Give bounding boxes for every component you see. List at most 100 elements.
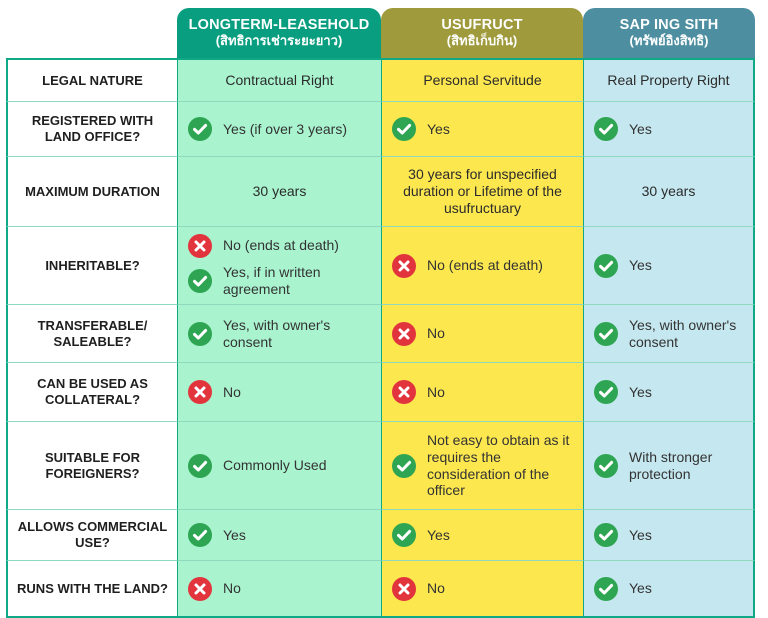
- cell-text: No: [223, 383, 241, 400]
- cell-entry: Not easy to obtain as it requires the co…: [392, 432, 573, 499]
- cell-entry: Yes: [594, 380, 652, 404]
- cell-usufruct: Personal Servitude: [381, 60, 583, 102]
- cell-lease: No (ends at death) Yes, if in written agr…: [177, 227, 381, 305]
- cell-usufruct: No: [381, 561, 583, 616]
- cell-lease: Yes, with owner's consent: [177, 305, 381, 363]
- cell-entry: No: [392, 576, 445, 601]
- header-sap-ing-sith: SAP ING SITH (ทรัพย์อิงสิทธิ): [583, 8, 755, 58]
- cross-icon: [188, 576, 212, 601]
- cell-entry: No: [188, 380, 241, 404]
- cell-text: No (ends at death): [427, 257, 543, 274]
- cell-entry: Yes: [594, 576, 652, 601]
- cell-text: Yes: [223, 526, 246, 543]
- header-usufruct: USUFRUCT (สิทธิเก็บกิน): [381, 8, 583, 58]
- cross-icon: [188, 380, 212, 404]
- cell-usufruct: Yes: [381, 102, 583, 157]
- cell-text: Yes, if in written agreement: [223, 263, 321, 297]
- cell-entry: With stronger protection: [594, 449, 743, 483]
- cell-entry: Yes, with owner's consent: [594, 317, 743, 351]
- cell-usufruct: No (ends at death): [381, 227, 583, 305]
- check-icon: [188, 453, 212, 478]
- cell-entry: Yes, with owner's consent: [188, 317, 371, 351]
- cell-sap: Yes: [583, 102, 755, 157]
- cell-entry: Yes: [392, 523, 450, 547]
- comparison-table: LEGAL NATURE Contractual Right Personal Se…: [6, 58, 755, 618]
- check-icon: [594, 380, 618, 404]
- cell-sap: Yes: [583, 561, 755, 616]
- row-label: MAXIMUM DURATION: [6, 157, 177, 227]
- row-label: LEGAL NATURE: [6, 60, 177, 102]
- cell-entry: Yes: [188, 523, 246, 547]
- header-subtitle: (สิทธิเก็บกิน): [446, 32, 518, 48]
- cross-icon: [392, 253, 416, 278]
- cell-sap: Yes: [583, 510, 755, 561]
- cross-icon: [392, 380, 416, 404]
- row-label: TRANSFERABLE/ SALEABLE?: [6, 305, 177, 363]
- header-longterm-leasehold: LONGTERM-LEASEHOLD (สิทธิการเช่าระยะยาว): [177, 8, 381, 58]
- cell-text: Commonly Used: [223, 457, 327, 474]
- check-icon: [188, 523, 212, 547]
- cell-text: With stronger protection: [629, 448, 713, 482]
- cell-entry: Yes, if in written agreement: [188, 264, 371, 298]
- cell-text: Yes: [629, 526, 652, 543]
- cell-text: Yes: [427, 526, 450, 543]
- cell-usufruct: No: [381, 305, 583, 363]
- row-label: RUNS WITH THE LAND?: [6, 561, 177, 616]
- cell-text: No (ends at death): [223, 237, 339, 254]
- cell-entry: Yes: [594, 253, 652, 278]
- cell-text: No: [427, 580, 445, 597]
- cell-lease: Yes (if over 3 years): [177, 102, 381, 157]
- cell-text: Yes: [629, 257, 652, 274]
- cell-sap: Yes: [583, 227, 755, 305]
- check-icon: [188, 321, 212, 346]
- check-icon: [594, 253, 618, 278]
- header-title: SAP ING SITH: [619, 17, 719, 34]
- cell-text: No: [223, 580, 241, 597]
- check-icon: [594, 453, 618, 478]
- cell-sap: Yes, with owner's consent: [583, 305, 755, 363]
- cell-text: Not easy to obtain as it requires the co…: [427, 431, 570, 499]
- cross-icon: [188, 233, 212, 258]
- header-subtitle: (สิทธิการเช่าระยะยาว): [215, 32, 343, 48]
- cell-lease: Yes: [177, 510, 381, 561]
- cell-entry: No: [392, 380, 445, 404]
- row-label: CAN BE USED AS COLLATERAL?: [6, 363, 177, 422]
- cell-lease: 30 years: [177, 157, 381, 227]
- row-label: INHERITABLE?: [6, 227, 177, 305]
- cell-text: No: [427, 383, 445, 400]
- check-icon: [594, 117, 618, 141]
- cell-text: No: [427, 325, 445, 342]
- cell-sap: Yes: [583, 363, 755, 422]
- cell-lease: Contractual Right: [177, 60, 381, 102]
- row-label: SUITABLE FOR FOREIGNERS?: [6, 422, 177, 510]
- cell-sap: Real Property Right: [583, 60, 755, 102]
- header-title: LONGTERM-LEASEHOLD: [188, 17, 370, 34]
- cell-entry: Yes (if over 3 years): [188, 117, 347, 141]
- check-icon: [594, 523, 618, 547]
- row-label: ALLOWS COMMERCIAL USE?: [6, 510, 177, 561]
- cell-entry: No (ends at death): [392, 253, 543, 278]
- check-icon: [594, 321, 618, 346]
- check-icon: [594, 576, 618, 601]
- cell-usufruct: No: [381, 363, 583, 422]
- check-icon: [188, 268, 212, 293]
- cell-text: Yes: [427, 120, 450, 137]
- cell-usufruct: Not easy to obtain as it requires the co…: [381, 422, 583, 510]
- cell-lease: No: [177, 363, 381, 422]
- cell-sap: 30 years: [583, 157, 755, 227]
- check-icon: [188, 117, 212, 141]
- cell-entry: No: [188, 576, 241, 601]
- cell-lease: No: [177, 561, 381, 616]
- cell-lease: Commonly Used: [177, 422, 381, 510]
- cell-entry: Yes: [392, 117, 450, 141]
- cell-text: Yes, with owner's consent: [223, 316, 331, 350]
- cell-text: Yes, with owner's consent: [629, 316, 737, 350]
- check-icon: [392, 453, 416, 478]
- cell-entry: No: [392, 321, 445, 346]
- cell-entry: Commonly Used: [188, 453, 327, 478]
- header-subtitle: (ทรัพย์อิงสิทธิ): [629, 32, 709, 48]
- cell-usufruct: 30 years for unspecified duration or Lif…: [381, 157, 583, 227]
- cell-text: Yes: [629, 383, 652, 400]
- cross-icon: [392, 576, 416, 601]
- check-icon: [392, 117, 416, 141]
